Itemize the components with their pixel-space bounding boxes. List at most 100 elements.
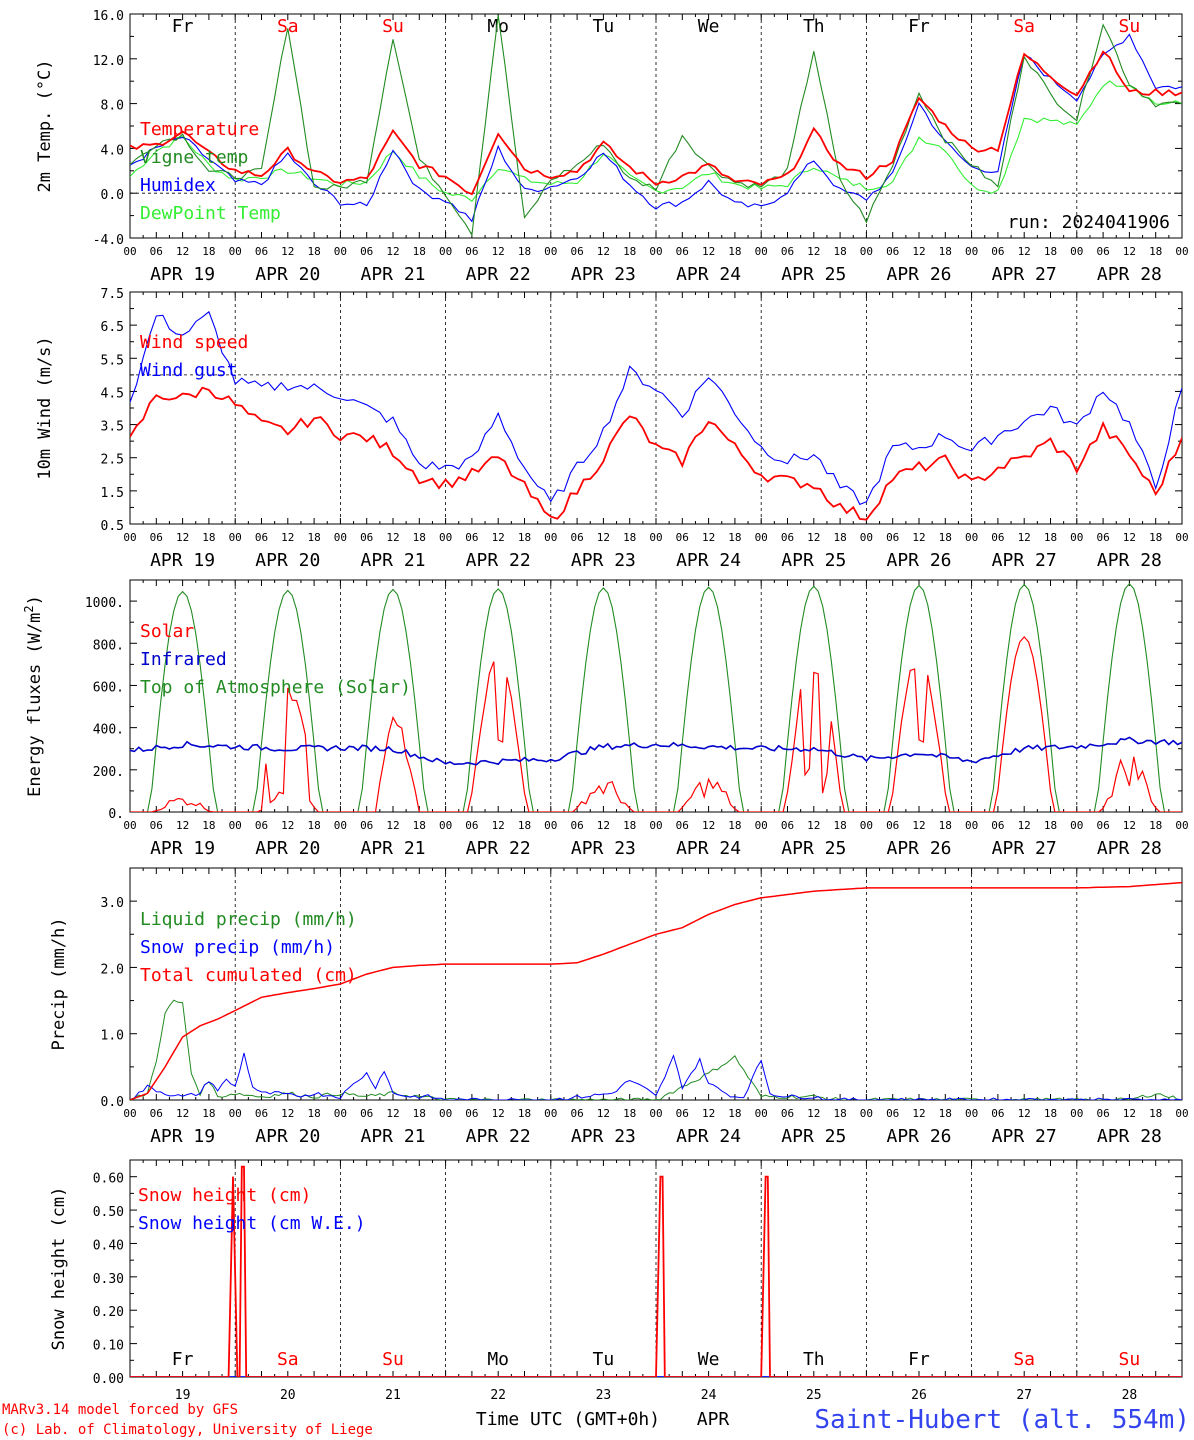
hour-label: 00	[123, 1107, 136, 1120]
hour-label: 06	[781, 1107, 794, 1120]
hour-label: 18	[939, 531, 952, 544]
hour-label: 12	[1018, 245, 1031, 258]
hour-label: 12	[702, 245, 715, 258]
series-line-wind-speed	[130, 386, 1182, 521]
hour-label: 00	[649, 819, 662, 832]
day-number-label: 25	[806, 1388, 822, 1403]
legend-entry: Snow height (cm)	[138, 1185, 311, 1206]
date-label: APR 23	[571, 838, 636, 859]
hour-label: 12	[492, 819, 505, 832]
weekday-label: Sa	[1013, 1349, 1035, 1370]
y-tick-label: 0.00	[93, 1372, 124, 1387]
date-label: APR 19	[150, 838, 215, 859]
hour-label: 18	[518, 531, 531, 544]
hour-label: 00	[755, 819, 768, 832]
date-label: APR 20	[255, 1126, 320, 1147]
hour-label: 00	[649, 531, 662, 544]
hour-label: 00	[755, 1107, 768, 1120]
hour-label: 00	[439, 819, 452, 832]
plot-area	[130, 881, 1182, 1100]
hour-label: 00	[1175, 531, 1188, 544]
hour-label: 12	[281, 245, 294, 258]
date-label: APR 21	[360, 1126, 425, 1147]
y-tick-label: 0.0	[101, 1095, 124, 1110]
hour-label: 06	[465, 531, 478, 544]
hour-label: 00	[229, 1107, 242, 1120]
y-tick-label: 800.	[93, 638, 124, 653]
hour-label: 00	[1175, 819, 1188, 832]
hour-label: 12	[281, 531, 294, 544]
y-tick-label: 200.	[93, 765, 124, 780]
hour-label: 00	[544, 1107, 557, 1120]
hour-label: 18	[939, 819, 952, 832]
hour-label: 12	[386, 531, 399, 544]
legend-entry: Wind speed	[140, 332, 248, 353]
hour-label: 06	[991, 1107, 1004, 1120]
y-tick-label: 8.0	[101, 99, 124, 114]
footer-lab: (c) Lab. of Climatology, University of L…	[2, 1422, 373, 1438]
hour-label: 06	[781, 245, 794, 258]
hour-label: 00	[229, 531, 242, 544]
y-tick-label: 12.0	[93, 54, 124, 69]
hour-label: 00	[649, 245, 662, 258]
hour-label: 18	[413, 245, 426, 258]
date-label: APR 21	[360, 838, 425, 859]
hour-label: 06	[1096, 531, 1109, 544]
hour-label: 00	[439, 1107, 452, 1120]
day-number-label: 28	[1122, 1388, 1138, 1403]
hour-label: 06	[360, 819, 373, 832]
date-label: APR 27	[992, 838, 1057, 859]
hour-label: 06	[360, 245, 373, 258]
y-tick-label: 5.5	[101, 353, 124, 368]
footer-station: Saint-Hubert (alt. 554m)	[814, 1405, 1190, 1435]
date-label: APR 23	[571, 550, 636, 571]
date-label: APR 26	[886, 550, 951, 571]
y-tick-label: 1.0	[101, 1029, 124, 1044]
legend-entry: Wind gust	[140, 360, 238, 381]
hour-label: 12	[1018, 819, 1031, 832]
day-number-label: 26	[911, 1388, 927, 1403]
hour-label: 18	[1149, 1107, 1162, 1120]
date-label: APR 22	[466, 838, 531, 859]
y-tick-label: 0.40	[93, 1238, 124, 1253]
y-tick-label: 4.0	[101, 143, 124, 158]
hour-label: 06	[886, 1107, 899, 1120]
hour-label: 00	[123, 819, 136, 832]
date-label: APR 27	[992, 264, 1057, 285]
y-tick-label: 600.	[93, 680, 124, 695]
hour-label: 06	[255, 245, 268, 258]
hour-label: 06	[991, 245, 1004, 258]
legend-entry: Vigne temp	[140, 147, 248, 168]
hour-label: 00	[1070, 531, 1083, 544]
plot-area	[130, 582, 1182, 812]
hour-label: 12	[702, 1107, 715, 1120]
hour-label: 00	[1070, 819, 1083, 832]
hour-label: 00	[1070, 1107, 1083, 1120]
footer-axis-title: Time UTC (GMT+0h)	[476, 1409, 660, 1430]
weekday-label: Sa	[277, 1349, 299, 1370]
hour-label: 12	[1123, 245, 1136, 258]
hour-label: 06	[781, 531, 794, 544]
weekday-label: Su	[382, 1349, 404, 1370]
hour-label: 06	[676, 819, 689, 832]
hour-label: 00	[229, 245, 242, 258]
hour-label: 12	[912, 245, 925, 258]
hour-label: 12	[492, 245, 505, 258]
hour-label: 18	[939, 1107, 952, 1120]
hour-label: 18	[307, 531, 320, 544]
y-tick-label: 0.60	[93, 1172, 124, 1187]
hour-label: 18	[413, 1107, 426, 1120]
legend-entry: Humidex	[140, 175, 216, 196]
hour-label: 18	[623, 531, 636, 544]
weekday-label: Tu	[593, 1349, 615, 1370]
hour-label: 06	[255, 531, 268, 544]
legend-entry: Snow precip (mm/h)	[140, 937, 335, 958]
y-tick-label: 1000.	[85, 596, 124, 611]
date-label: APR 24	[676, 838, 741, 859]
series-line-vigne-temp	[130, 15, 1182, 237]
weekday-label: Su	[1119, 1349, 1141, 1370]
y-tick-label: 2.5	[101, 453, 124, 468]
series-line-wind-gust	[130, 310, 1182, 506]
hour-label: 18	[833, 531, 846, 544]
